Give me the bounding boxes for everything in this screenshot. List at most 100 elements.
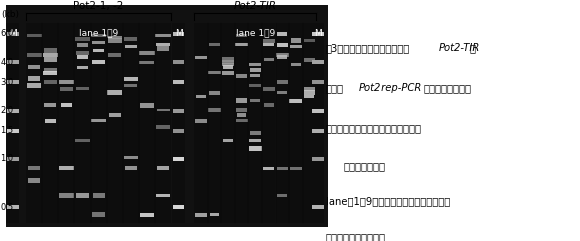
- Bar: [124, 156, 137, 159]
- Bar: [173, 80, 184, 84]
- Bar: [59, 80, 74, 84]
- Bar: [249, 146, 262, 151]
- Bar: [44, 57, 57, 62]
- Bar: [140, 213, 154, 217]
- Bar: [249, 139, 262, 142]
- Bar: [222, 63, 234, 67]
- Text: （左）との比較: （左）との比較: [343, 161, 385, 171]
- Bar: [223, 71, 234, 75]
- Text: Pot2: Pot2: [358, 83, 381, 93]
- Text: lane 1～9: lane 1～9: [79, 29, 118, 38]
- Text: 0.5: 0.5: [1, 203, 14, 212]
- Bar: [156, 125, 171, 129]
- Bar: [235, 43, 248, 46]
- Bar: [93, 49, 104, 52]
- Bar: [28, 76, 40, 81]
- Bar: [139, 60, 154, 64]
- Bar: [277, 167, 288, 170]
- Text: M: M: [314, 29, 322, 38]
- Bar: [291, 39, 301, 43]
- Bar: [277, 42, 288, 47]
- Bar: [303, 23, 316, 223]
- Bar: [42, 23, 59, 223]
- Bar: [236, 108, 247, 112]
- Text: による: による: [326, 83, 344, 93]
- Bar: [264, 58, 274, 61]
- Bar: [264, 103, 274, 107]
- Text: レートに用いている。: レートに用いている。: [326, 232, 386, 241]
- Bar: [27, 34, 42, 37]
- Bar: [123, 23, 139, 223]
- Bar: [7, 157, 19, 161]
- Text: (kb): (kb): [2, 10, 20, 19]
- Bar: [222, 23, 235, 223]
- Bar: [236, 98, 247, 103]
- Bar: [222, 60, 234, 64]
- Text: M: M: [175, 29, 183, 38]
- Bar: [6, 23, 19, 223]
- Text: 1.5: 1.5: [1, 126, 14, 135]
- Bar: [304, 90, 315, 95]
- Bar: [173, 60, 184, 64]
- Bar: [263, 167, 274, 169]
- Text: 1.0: 1.0: [1, 154, 14, 163]
- Bar: [291, 63, 300, 66]
- Bar: [312, 108, 324, 113]
- Text: Pot2-TIR: Pot2-TIR: [439, 43, 480, 53]
- Bar: [124, 84, 137, 87]
- Text: Pot2-TIR: Pot2-TIR: [234, 1, 277, 11]
- Bar: [235, 119, 248, 122]
- Bar: [277, 32, 288, 36]
- Bar: [312, 205, 324, 209]
- Bar: [194, 23, 208, 223]
- Bar: [124, 77, 137, 80]
- Bar: [251, 74, 260, 77]
- Bar: [91, 34, 106, 37]
- Bar: [75, 139, 90, 142]
- Bar: [304, 95, 314, 98]
- Bar: [155, 23, 171, 223]
- Bar: [155, 33, 171, 38]
- Bar: [108, 36, 122, 39]
- Bar: [237, 113, 246, 117]
- Bar: [7, 60, 19, 64]
- Bar: [304, 87, 315, 91]
- Bar: [195, 95, 206, 98]
- Bar: [59, 167, 74, 170]
- Bar: [210, 213, 219, 216]
- Bar: [236, 34, 247, 37]
- Text: Pot2-1, -2: Pot2-1, -2: [74, 1, 124, 11]
- Bar: [77, 51, 89, 55]
- Bar: [28, 65, 41, 69]
- Bar: [7, 129, 19, 133]
- Bar: [289, 23, 303, 223]
- Bar: [172, 23, 185, 223]
- Bar: [77, 66, 88, 69]
- Bar: [173, 108, 184, 113]
- Bar: [209, 43, 220, 46]
- Text: 4.0: 4.0: [1, 58, 14, 67]
- Bar: [156, 194, 171, 197]
- Bar: [7, 205, 19, 209]
- Bar: [92, 212, 105, 217]
- Bar: [108, 38, 122, 43]
- Bar: [222, 57, 234, 62]
- Bar: [263, 43, 274, 46]
- Bar: [59, 23, 74, 223]
- Bar: [75, 193, 89, 198]
- Bar: [28, 178, 41, 183]
- Bar: [61, 103, 72, 107]
- Bar: [44, 80, 57, 84]
- Bar: [7, 108, 19, 113]
- Text: 図3．　シングルプライマー（: 図3． シングルプライマー（: [326, 43, 410, 53]
- Bar: [262, 23, 276, 223]
- Bar: [237, 74, 247, 78]
- Bar: [76, 87, 89, 90]
- Text: lane　1～9は左右とも同じ菌株をテンプ: lane 1～9は左右とも同じ菌株をテンプ: [326, 196, 450, 206]
- Bar: [235, 23, 248, 223]
- Bar: [276, 23, 289, 223]
- Bar: [90, 23, 107, 223]
- Bar: [290, 45, 302, 48]
- Bar: [276, 53, 289, 57]
- Bar: [108, 53, 121, 57]
